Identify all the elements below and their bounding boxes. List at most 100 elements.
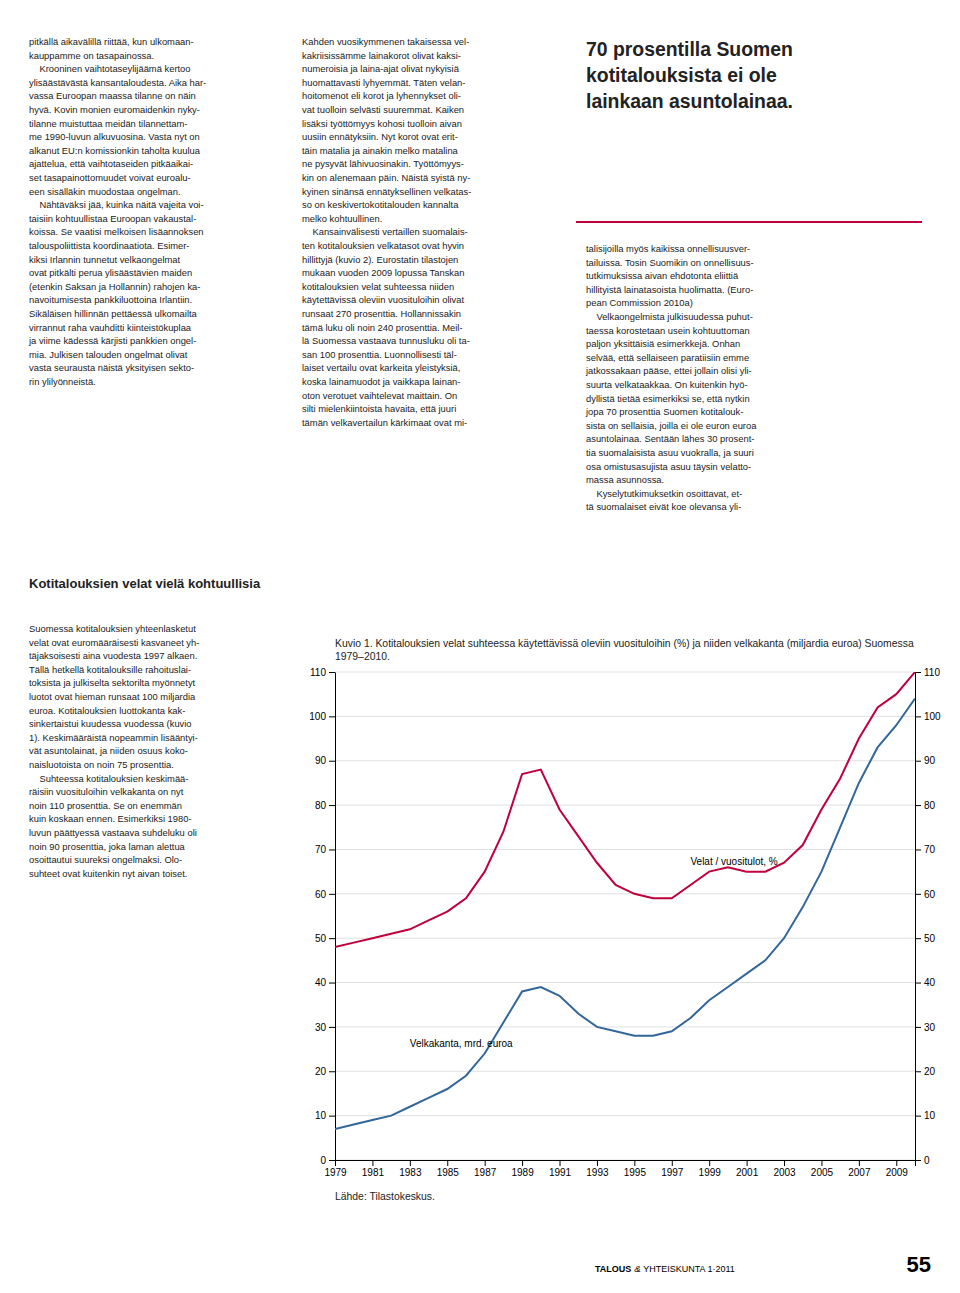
- tick-mark: [915, 938, 921, 939]
- tick-mark: [329, 849, 335, 850]
- tick: 80: [315, 800, 335, 811]
- page: pitkällä aikavälillä riittää, kun ulkoma…: [0, 0, 960, 1293]
- tick: 2009: [886, 1160, 909, 1178]
- axis-line: [335, 673, 336, 1161]
- grid-line: [335, 938, 915, 939]
- tick-label: 100: [924, 711, 941, 722]
- tick-label: 1983: [399, 1167, 422, 1178]
- tick: 80: [915, 800, 936, 811]
- tick-mark: [915, 983, 921, 984]
- tick-label: 70: [315, 844, 327, 855]
- source: Lähde: Tilastokeskus.: [335, 1191, 435, 1202]
- tick: 70: [315, 844, 335, 855]
- axis-line: [336, 1161, 916, 1167]
- tick-label: 80: [315, 800, 327, 811]
- tick: 2005: [811, 1160, 834, 1178]
- grid: [335, 672, 915, 1160]
- tick: 30: [915, 1022, 936, 1033]
- separator: [576, 221, 922, 223]
- tick: 50: [315, 933, 335, 944]
- tick-mark: [915, 1160, 921, 1161]
- tick-mark: [915, 716, 921, 717]
- tick-label: 60: [924, 889, 936, 900]
- tick-mark: [410, 1160, 411, 1166]
- tick-mark: [915, 672, 921, 673]
- tick-label: 40: [924, 977, 936, 988]
- tick-mark: [329, 805, 335, 806]
- tick-mark: [672, 1160, 673, 1166]
- tick: 90: [315, 755, 335, 766]
- tick: 110: [915, 667, 940, 678]
- tick: 2003: [773, 1160, 796, 1178]
- tick-label: 80: [924, 800, 936, 811]
- line: [335, 699, 915, 1129]
- tick: 1993: [586, 1160, 609, 1178]
- tick-label: 1987: [474, 1167, 497, 1178]
- annotation: Velkakanta, mrd. euroa: [410, 1038, 513, 1049]
- tick: 40: [915, 977, 936, 988]
- tick: 60: [315, 889, 335, 900]
- tick-mark: [915, 849, 921, 850]
- body-text: Kahden vuosikymmenen takaisessa vel-kakr…: [302, 36, 471, 428]
- tick-mark: [747, 1160, 748, 1166]
- tick-mark: [329, 1160, 335, 1161]
- tick-label: 20: [315, 1066, 327, 1077]
- tick-label: 90: [315, 755, 327, 766]
- tick: 70: [915, 844, 936, 855]
- footer-magazine: TALOUS: [595, 1264, 631, 1274]
- grid-line: [335, 893, 915, 894]
- tick: 1991: [549, 1160, 572, 1178]
- tick: 100: [309, 711, 335, 722]
- tick-mark: [915, 1116, 921, 1117]
- tick-mark: [597, 1160, 598, 1166]
- tick-label: 1995: [624, 1167, 647, 1178]
- tick: 1999: [699, 1160, 722, 1178]
- body-text: Suomessa kotitalouksien yhteenlasketutve…: [29, 623, 199, 879]
- tick-mark: [329, 983, 335, 984]
- tick-label: 10: [924, 1110, 936, 1121]
- grid-line: [335, 672, 915, 673]
- tick-label: 50: [315, 933, 327, 944]
- tick: 1983: [399, 1160, 422, 1178]
- tick: 20: [915, 1066, 936, 1077]
- tick: 1979: [324, 1160, 347, 1178]
- tick-label: 20: [924, 1066, 936, 1077]
- chart-title: Kuvio 1. Kotitalouksien velat suhteessa …: [335, 638, 914, 662]
- tick: 90: [915, 755, 936, 766]
- tick-mark: [329, 938, 335, 939]
- tick: 100: [915, 711, 941, 722]
- plot: [335, 672, 915, 1129]
- tick-mark: [335, 1160, 336, 1166]
- grid-line: [335, 1115, 915, 1116]
- body-text: talisijoilla myös kaikissa onnellisuusve…: [585, 243, 757, 512]
- tick-mark: [522, 1160, 523, 1166]
- tick-label: 1991: [549, 1167, 572, 1178]
- line: [335, 672, 915, 947]
- tick-label: 1985: [437, 1167, 460, 1178]
- tick-mark: [915, 894, 921, 895]
- tick-label: 2009: [886, 1167, 909, 1178]
- footer-issue: YHTEISKUNTA 1·2011: [641, 1264, 735, 1274]
- x-axis: 1979 1981 1983 1985 1987 1989 1991 1993 1995 1997…: [324, 1160, 915, 1178]
- tick-mark: [709, 1160, 710, 1166]
- tick-mark: [784, 1160, 785, 1166]
- tick-mark: [915, 1071, 921, 1072]
- tick: 1997: [661, 1160, 684, 1178]
- body-text: pitkällä aikavälillä riittää, kun ulkoma…: [28, 36, 206, 387]
- tick-mark: [329, 761, 335, 762]
- tick-label: 1989: [511, 1167, 534, 1178]
- tick-mark: [329, 894, 335, 895]
- tick-label: 90: [924, 755, 936, 766]
- grid-line: [335, 1071, 915, 1072]
- y2-axis: 0102030405060708090100110: [915, 667, 941, 1166]
- tick-label: 2005: [811, 1167, 834, 1178]
- tick: 40: [315, 977, 335, 988]
- tick-label: 2003: [773, 1167, 796, 1178]
- tick: 50: [915, 933, 936, 944]
- tick-label: 40: [315, 977, 327, 988]
- tick-mark: [329, 1027, 335, 1028]
- tick: 30: [315, 1022, 335, 1033]
- y-axis: 0102030405060708090100110: [309, 667, 335, 1166]
- tick: 1981: [362, 1160, 385, 1178]
- tick: 1989: [511, 1160, 534, 1178]
